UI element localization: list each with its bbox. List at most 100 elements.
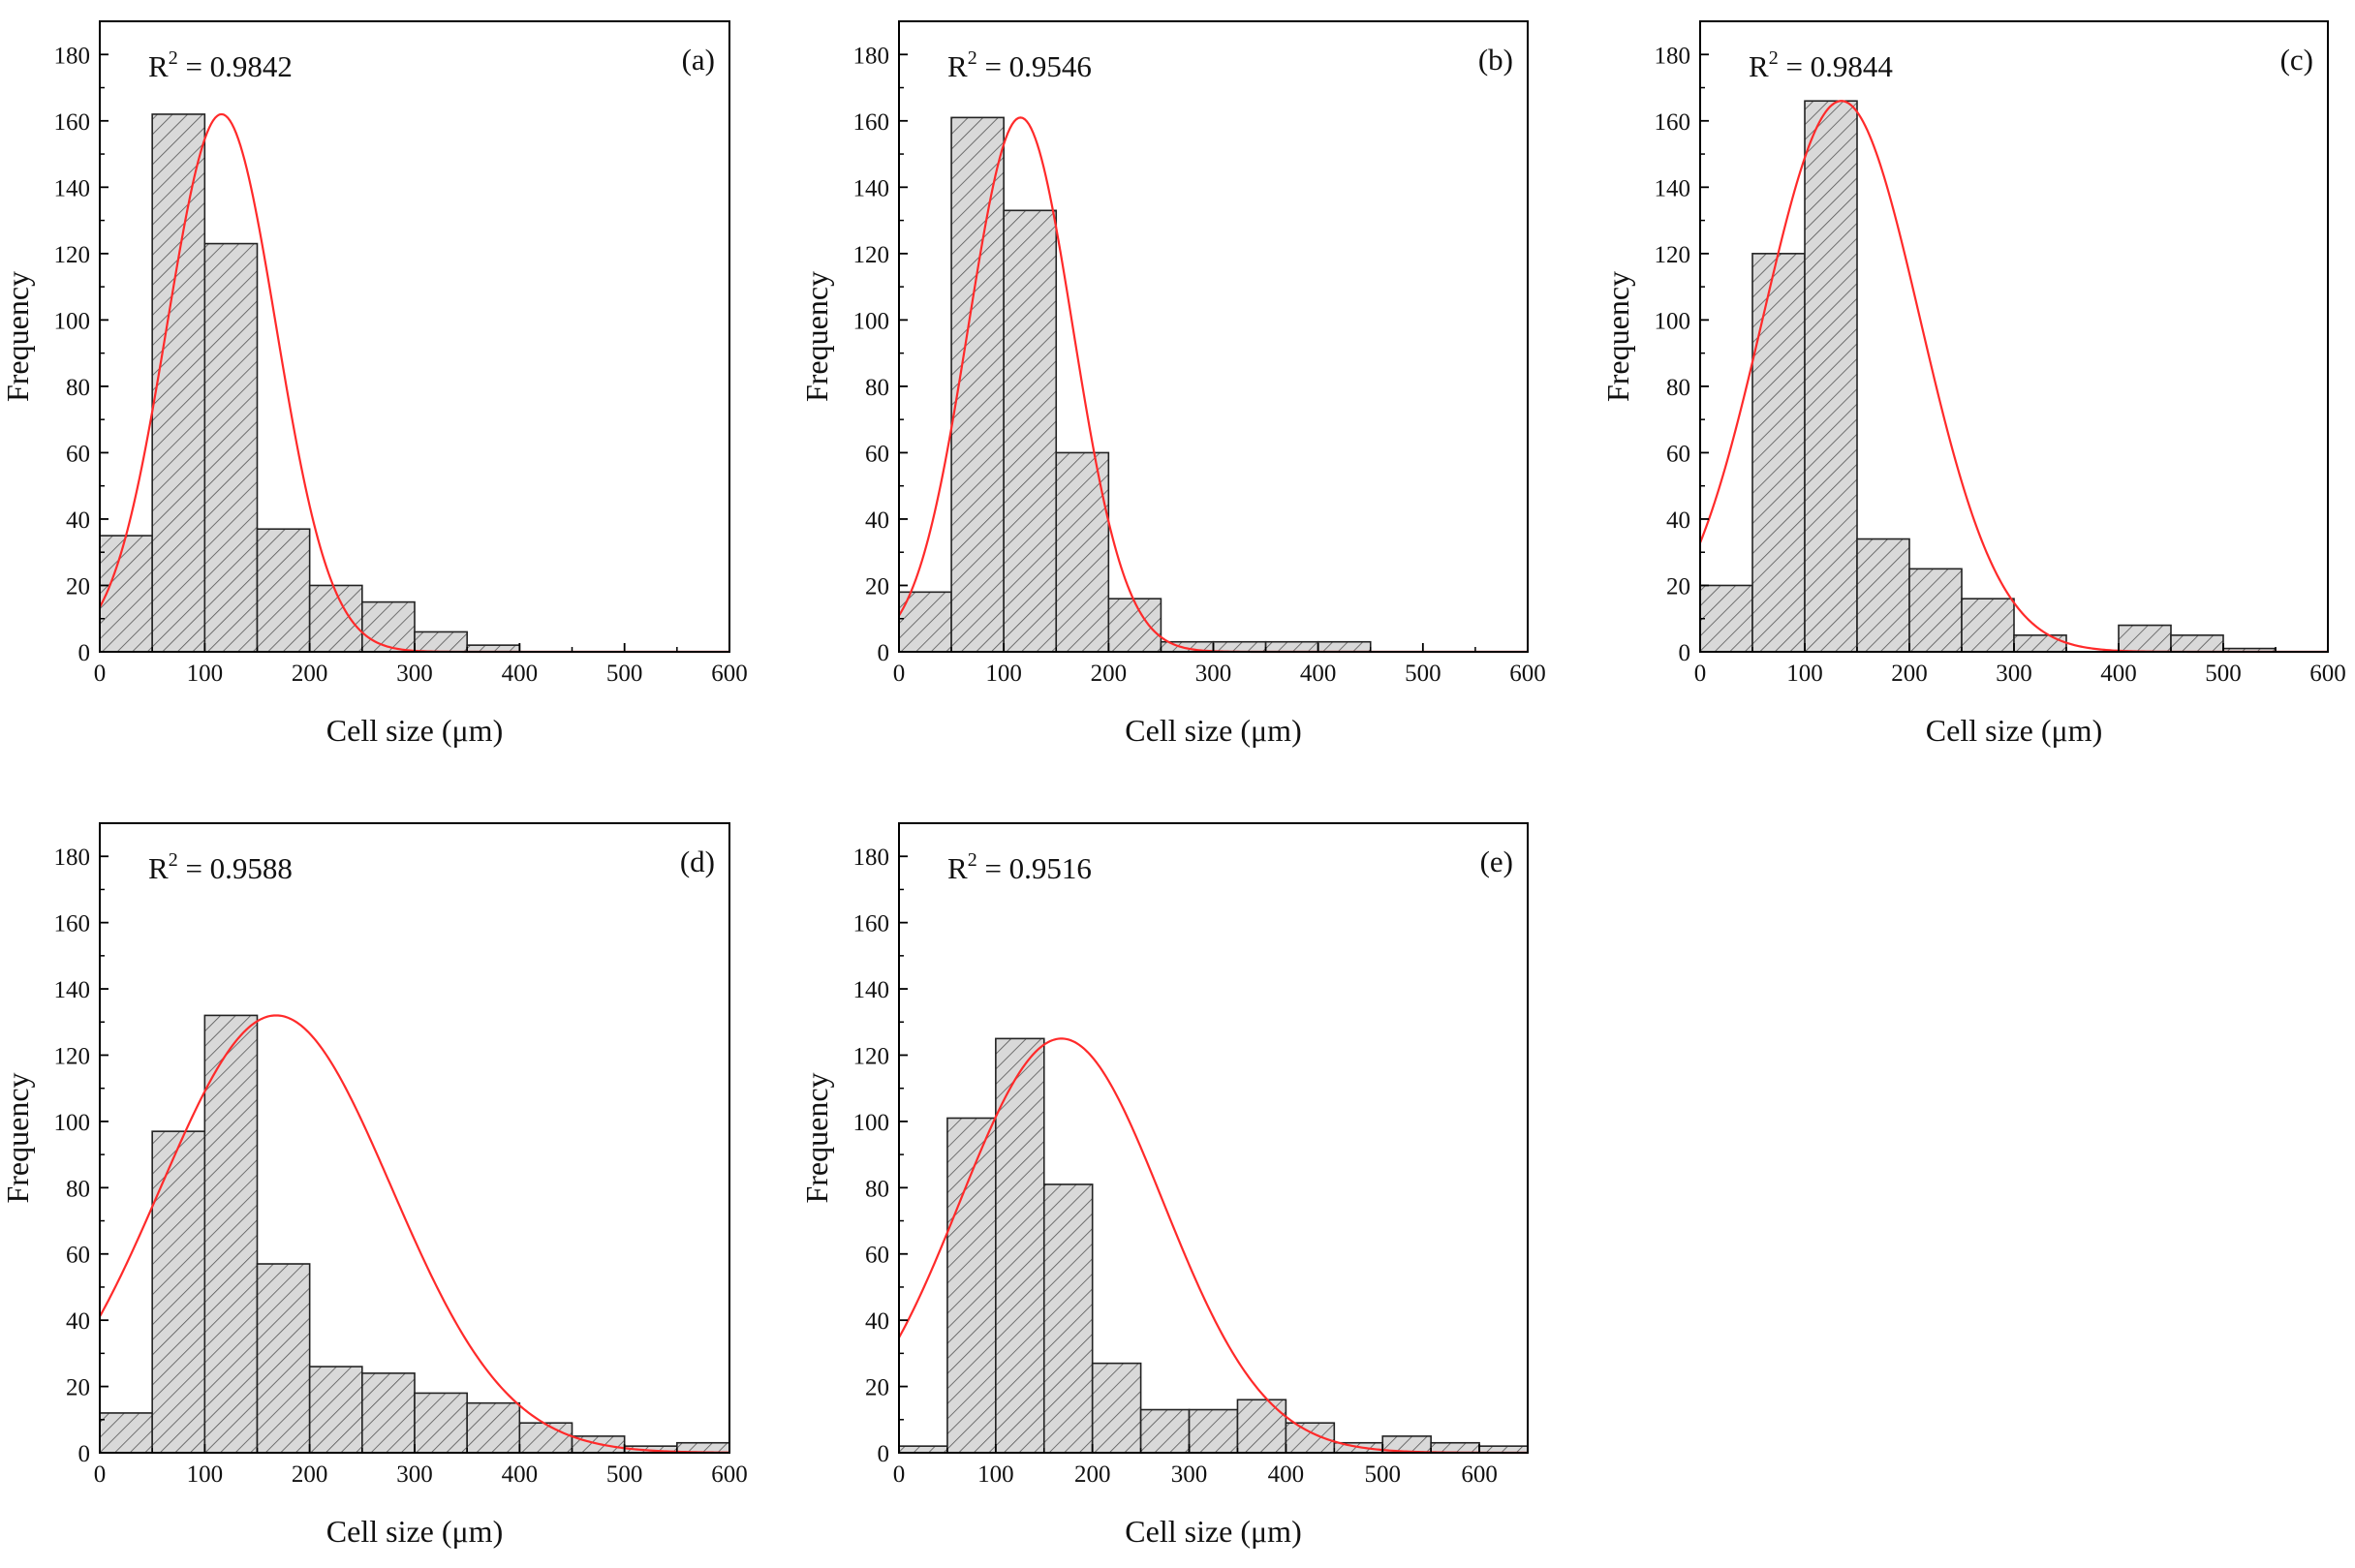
y-tick-label: 20 (865, 573, 889, 600)
r-squared-annotation: R2 = 0.9546 (947, 47, 1092, 83)
y-tick-label: 0 (878, 640, 890, 666)
y-axis-title: Frequency (799, 1072, 834, 1203)
x-tick-label: 400 (502, 1461, 539, 1488)
histogram-bar (151, 1130, 206, 1454)
histogram-bar (2118, 624, 2172, 653)
x-tick-label: 500 (1364, 1461, 1401, 1488)
x-axis-title: Cell size (μm) (1125, 1514, 1301, 1549)
x-tick-label: 0 (893, 661, 906, 687)
y-tick-label: 120 (54, 242, 91, 268)
histogram-bar (518, 1422, 573, 1454)
histogram-bar (361, 1372, 416, 1454)
y-tick-label: 40 (66, 1308, 90, 1335)
histogram-bar (203, 1014, 259, 1454)
x-tick-label: 400 (1268, 1461, 1305, 1488)
r-squared-symbol: R (1749, 49, 1769, 83)
x-axis-title: Cell size (μm) (1926, 713, 2102, 748)
x-tick-label: 100 (985, 661, 1022, 687)
y-tick-label: 180 (54, 845, 91, 871)
r-squared-value: = 0.9842 (178, 49, 293, 83)
r-squared-value: = 0.9516 (977, 851, 1092, 885)
y-tick-label: 0 (1679, 640, 1691, 666)
x-axis-title: Cell size (μm) (326, 713, 503, 748)
x-tick-label: 0 (94, 661, 107, 687)
x-tick-label: 0 (1694, 661, 1707, 687)
r-squared-symbol: R (947, 49, 968, 83)
y-tick-label: 20 (66, 1375, 90, 1401)
y-tick-label: 180 (54, 43, 91, 69)
histogram-bar (256, 528, 311, 653)
x-tick-label: 600 (1461, 1461, 1498, 1488)
histogram-bar (1961, 598, 2015, 653)
chart-panel-3: 0 100 200 300 400 500 600 0 20 40 60 80 100 120 140 160… (1600, 20, 2346, 748)
histogram-bar (1091, 1362, 1142, 1454)
r-squared-symbol: R (148, 49, 169, 83)
y-tick-label: 180 (853, 43, 890, 69)
y-axis-title: Frequency (799, 271, 834, 402)
x-tick-label: 0 (94, 1461, 107, 1488)
chart-panel-2: 0 100 200 300 400 500 600 0 20 40 60 80 100 120 140 160… (799, 20, 1546, 748)
panel-label: (b) (1478, 43, 1513, 77)
y-tick-label: 0 (878, 1441, 890, 1467)
r-squared-annotation: R2 = 0.9588 (148, 849, 293, 885)
r-squared-symbol: R (148, 851, 169, 885)
y-tick-label: 160 (54, 911, 91, 938)
y-axis-title: Frequency (1600, 271, 1635, 402)
histogram-bar (1236, 1399, 1287, 1454)
x-tick-label: 400 (2100, 661, 2137, 687)
histogram-bar (414, 1392, 468, 1454)
y-tick-label: 140 (853, 175, 890, 201)
y-tick-label: 60 (865, 441, 889, 467)
r-squared-value: = 0.9546 (977, 49, 1092, 83)
r-squared-annotation: R2 = 0.9844 (1749, 47, 1893, 83)
r-squared-value: = 0.9844 (1779, 49, 1894, 83)
x-axis-title: Cell size (μm) (326, 1514, 503, 1549)
y-axis-title: Frequency (0, 271, 35, 402)
x-tick-label: 500 (606, 1461, 643, 1488)
histogram-bar (1264, 640, 1319, 653)
histogram-bar (1699, 584, 1753, 653)
histogram-bar (466, 1401, 521, 1454)
y-tick-label: 140 (54, 977, 91, 1003)
y-tick-label: 140 (1655, 175, 1691, 201)
histogram-bar (99, 535, 153, 653)
x-tick-label: 600 (711, 661, 748, 687)
y-tick-label: 80 (66, 1176, 90, 1202)
x-tick-label: 500 (2205, 661, 2242, 687)
x-tick-label: 300 (396, 661, 433, 687)
y-tick-label: 40 (1666, 507, 1690, 534)
panel-label: (e) (1480, 845, 1513, 878)
histogram-bar (308, 1366, 363, 1454)
r-squared-symbol: R (947, 851, 968, 885)
x-tick-label: 300 (1195, 661, 1232, 687)
y-tick-label: 100 (54, 1110, 91, 1136)
y-tick-label: 60 (865, 1243, 889, 1269)
y-tick-label: 100 (1655, 308, 1691, 334)
histogram-bar (946, 1117, 997, 1454)
y-tick-label: 120 (1655, 242, 1691, 268)
x-tick-label: 300 (1996, 661, 2032, 687)
histogram-bar (1856, 538, 1910, 653)
y-tick-label: 80 (865, 375, 889, 401)
histogram-bar (1139, 1408, 1191, 1454)
chart-panel-5: 0 100 200 300 400 500 600 0 20 40 60 80 100 120 140 160… (799, 822, 1529, 1549)
y-tick-label: 20 (66, 573, 90, 600)
y-tick-label: 100 (54, 308, 91, 334)
y-tick-label: 140 (853, 977, 890, 1003)
y-tick-label: 180 (853, 845, 890, 871)
r-squared-superscript: 2 (1769, 47, 1779, 69)
x-tick-label: 200 (292, 661, 328, 687)
y-tick-label: 0 (78, 640, 91, 666)
y-axis-title: Frequency (0, 1072, 35, 1203)
y-tick-label: 0 (78, 1441, 91, 1467)
histogram-bar (256, 1263, 311, 1454)
y-tick-label: 140 (54, 175, 91, 201)
y-tick-label: 120 (853, 242, 890, 268)
histogram-bar (2170, 634, 2224, 653)
y-tick-label: 120 (54, 1043, 91, 1069)
x-tick-label: 600 (1509, 661, 1546, 687)
histogram-bar (1003, 209, 1058, 653)
y-tick-label: 40 (66, 507, 90, 534)
x-tick-label: 300 (396, 1461, 433, 1488)
histogram-bar (1751, 253, 1806, 653)
